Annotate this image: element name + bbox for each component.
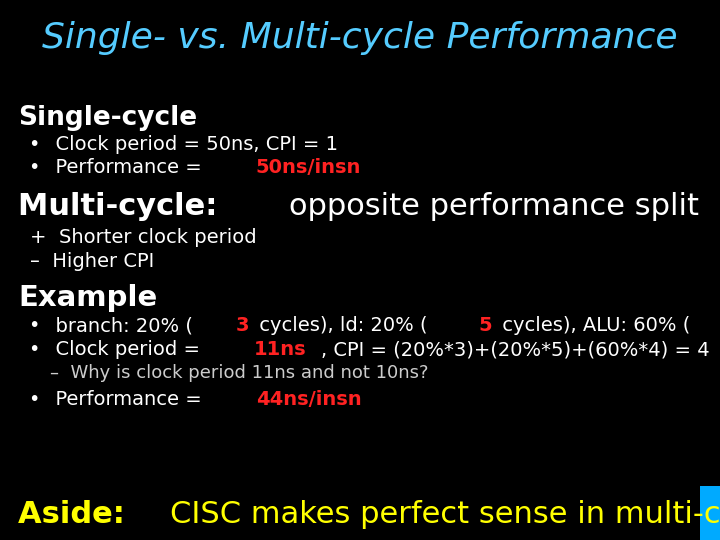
Text: Single-cycle: Single-cycle [18,105,197,131]
Text: –  Higher CPI: – Higher CPI [30,252,154,271]
Text: opposite performance split: opposite performance split [289,192,699,221]
Text: –  Why is clock period 11ns and not 10ns?: – Why is clock period 11ns and not 10ns? [50,364,428,382]
Text: +  Shorter clock period: + Shorter clock period [30,228,256,247]
Text: Single- vs. Multi-cycle Performance: Single- vs. Multi-cycle Performance [42,21,678,55]
Bar [700,486,720,540]
Text: 11ns: 11ns [253,340,306,359]
Text: Aside:: Aside: [18,500,135,529]
Text: Multi-cycle:: Multi-cycle: [18,192,228,221]
Text: Performance =: Performance = [42,390,207,409]
Text: , CPI = (20%*3)+(20%*5)+(60%*4) = 4: , CPI = (20%*3)+(20%*5)+(60%*4) = 4 [321,340,710,359]
Text: 50ns/insn: 50ns/insn [256,158,361,177]
Text: Example: Example [18,284,157,312]
Text: branch: 20% (: branch: 20% ( [42,316,192,335]
Text: Performance =: Performance = [42,158,207,177]
Text: CISC makes perfect sense in multi-cycle datapath: CISC makes perfect sense in multi-cycle … [170,500,720,529]
Text: •: • [28,390,40,409]
Text: •: • [28,158,40,177]
Text: 44ns/insn: 44ns/insn [256,390,361,409]
Text: •: • [28,340,40,359]
Text: •: • [28,316,40,335]
Text: cycles), ALU: 60% (: cycles), ALU: 60% ( [496,316,690,335]
Text: cycles), ld: 20% (: cycles), ld: 20% ( [253,316,428,335]
Text: Clock period =: Clock period = [42,340,206,359]
Text: Clock period = 50ns, CPI = 1: Clock period = 50ns, CPI = 1 [42,135,338,154]
Text: 5: 5 [479,316,492,335]
Text: •: • [28,135,40,154]
Text: 3: 3 [236,316,250,335]
